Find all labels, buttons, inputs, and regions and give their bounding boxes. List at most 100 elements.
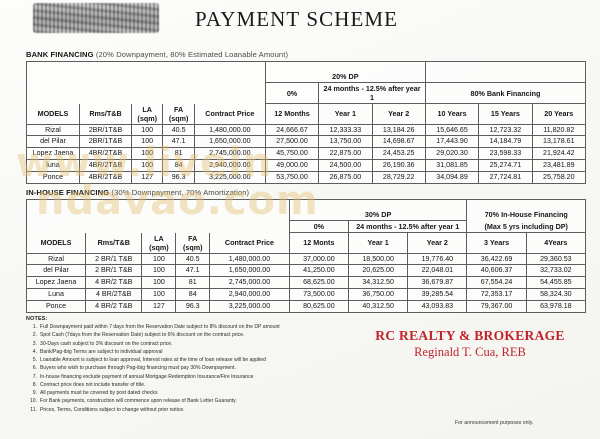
- bank-financing-label-bold: BANK FINANCING: [26, 50, 94, 59]
- table-row: Lopez Jaena 4 BR/2 T&B 100 81 2,745,000.…: [25, 276, 587, 290]
- cell-4-years: 63,978.18: [525, 299, 587, 313]
- page-title: PAYMENT SCHEME: [195, 7, 399, 31]
- note-number: 1.: [32, 324, 37, 330]
- note-number: 2.: [32, 332, 37, 339]
- note-text: Contract price does not include transfer…: [40, 381, 146, 388]
- cell-year2: 26,190.36: [371, 159, 426, 172]
- cell-year1: 13,750.00: [318, 135, 373, 149]
- col-header-contract-price: Contract Price: [209, 232, 290, 254]
- cell-model: Lopez Jaena: [26, 147, 80, 161]
- cell-10-years: 17,443.90: [424, 135, 480, 149]
- inhouse-financing-label-rest: (30% Downpayment, 70% Amortization): [111, 188, 250, 197]
- spacer-cell-left: [26, 61, 266, 71]
- table-row: luna 4BR/2T&B 100 84 2,940,000.00 49,000…: [26, 159, 587, 172]
- cell-4-years: 32,733.02: [525, 264, 587, 278]
- cell-year1: 12,333.33: [318, 123, 373, 137]
- cell-model: del Pilar: [25, 264, 87, 278]
- agent-name: Reginald T. Cua, REB: [414, 344, 526, 359]
- cell-15-years: 23,598.33: [478, 147, 533, 161]
- cell-year2: 36,679.87: [407, 276, 468, 290]
- group-header-zero-pct: 0%: [288, 220, 350, 233]
- table-row: Ponce 4BR/2T&B 127 96.3 3,225,000.00 53,…: [26, 170, 587, 184]
- spacer-cell-left: [26, 199, 290, 209]
- cell-year2: 24,453.25: [371, 147, 426, 161]
- table-column-header-row: MODELS Rms/T&B LA (sqm) FA (sqm) Contrac…: [26, 103, 587, 125]
- cell-4-years: 54,455.85: [525, 276, 587, 290]
- col-header-la: LA (sqm): [130, 103, 164, 125]
- cell-year2: 14,698.67: [371, 135, 426, 149]
- cell-contract-price: 2,940,000.00: [209, 288, 290, 301]
- cell-rms: 2 BR/1 T&B: [85, 252, 143, 266]
- document-header: PAYMENT SCHEME: [0, 0, 600, 44]
- note-text: Loanable Amount is subject to loan appro…: [40, 357, 266, 363]
- table-row: Ponce 4 BR/2 T&B 127 96.3 3,225,000.00 8…: [25, 299, 587, 313]
- cell-3-years: 67,554.24: [466, 276, 527, 290]
- spacer-cell-mid: [288, 199, 468, 209]
- cell-rms: 4 BR/2 T&B: [85, 276, 143, 290]
- note-text: All payments must be covered by post dat…: [40, 390, 158, 396]
- table-group-header-row: 20% DP: [26, 71, 587, 83]
- note-number: 4.: [32, 348, 37, 355]
- brokerage-name: RC REALTY & BROKERAGE: [375, 328, 565, 343]
- col-header-la: LA (sqm): [141, 232, 177, 254]
- cell-fa: 81: [162, 147, 195, 161]
- col-header-15-years: 15 Years: [478, 103, 533, 125]
- note-item: 10. For Bank payments, construction will…: [26, 397, 356, 405]
- cell-model: Ponce: [25, 299, 87, 313]
- cell-rms: 2BR/1T&B: [78, 135, 133, 149]
- cell-3-years: 72,353.17: [466, 288, 527, 301]
- group-header-dp: 30% DP: [288, 209, 468, 221]
- note-number: 5.: [32, 357, 37, 363]
- note-item: 4. Bank/Pag-ibig Terms are subject to in…: [26, 348, 356, 356]
- cell-year2: 19,776.40: [407, 252, 468, 266]
- note-text: For Bank payments, construction will com…: [40, 398, 237, 405]
- cell-contract-price: 1,650,000.00: [209, 264, 290, 278]
- cell-model: Luna: [25, 288, 87, 301]
- cell-20-years: 11,820.82: [531, 123, 587, 137]
- table-row: Rizal 2BR/1T&B 100 40.5 1,480,000.00 24,…: [26, 123, 587, 137]
- note-item: 7. In-house financing exclude payment of…: [26, 373, 356, 381]
- cell-contract-price: 3,225,000.00: [193, 170, 266, 184]
- cell-year1: 34,312.50: [347, 276, 409, 290]
- cell-3-years: 40,606.37: [466, 264, 527, 278]
- cell-fa: 40.5: [175, 252, 211, 266]
- cell-contract-price: 2,745,000.00: [193, 147, 266, 161]
- note-text: Prices, Terms, Conditions subject to cha…: [40, 406, 185, 413]
- cell-15-years: 25,274.71: [478, 159, 533, 172]
- cell-model: luna: [26, 159, 80, 172]
- col-header-fa: FA (sqm): [175, 232, 211, 254]
- cell-20-years: 21,924.42: [531, 147, 587, 161]
- note-number: 9.: [32, 390, 37, 396]
- company-logo-icon: [33, 3, 159, 33]
- spacer-cell-mid: [264, 61, 426, 71]
- group-header-zero-pct: 0%: [264, 82, 320, 104]
- cell-12-months: 37,000.00: [288, 252, 350, 266]
- bank-financing-label: BANK FINANCING (20% Downpayment, 80% Est…: [0, 50, 586, 59]
- cell-rms: 4BR/2T&B: [78, 170, 133, 184]
- spacer-cell-right: [424, 61, 587, 71]
- notes-section: NOTES: 1. Full Downpayment paid within 7…: [26, 316, 356, 414]
- cell-model: del Pilar: [26, 135, 80, 149]
- cell-fa: 47.1: [175, 264, 211, 278]
- cell-la: 100: [141, 288, 177, 301]
- cell-la: 100: [141, 264, 177, 278]
- cell-year1: 18,500.00: [347, 252, 409, 266]
- cell-4-years: 58,324.30: [525, 288, 587, 301]
- bank-financing-label-rest: (20% Downpayment, 80% Estimated Loanable…: [95, 50, 289, 59]
- cell-la: 100: [141, 252, 177, 266]
- cell-year2: 43,093.83: [407, 299, 468, 313]
- note-number: 6.: [32, 365, 37, 372]
- table-row: Lopez Jaena 4BR/2T&B 100 81 2,745,000.00…: [26, 147, 587, 161]
- cell-fa: 96.3: [162, 170, 195, 184]
- table-top-spacer-row: [26, 61, 587, 71]
- cell-10-years: 34,094.89: [424, 170, 480, 184]
- cell-12-months: 80,625.00: [288, 299, 350, 313]
- note-text: Buyers who wish to purchase through Pag-…: [40, 365, 236, 372]
- subgroup-blank-left: [26, 82, 266, 104]
- subgroup-blank-left: [26, 220, 290, 233]
- table-row: Rizal 2 BR/1 T&B 100 40.5 1,480,000.00 3…: [25, 252, 587, 266]
- group-header-dp: 20% DP: [264, 71, 426, 83]
- table-group-header-row: 30% DP 70% In-House Financing: [26, 209, 586, 221]
- cell-3-years: 36,422.69: [466, 252, 527, 266]
- col-header-year1: Year 1: [318, 103, 373, 125]
